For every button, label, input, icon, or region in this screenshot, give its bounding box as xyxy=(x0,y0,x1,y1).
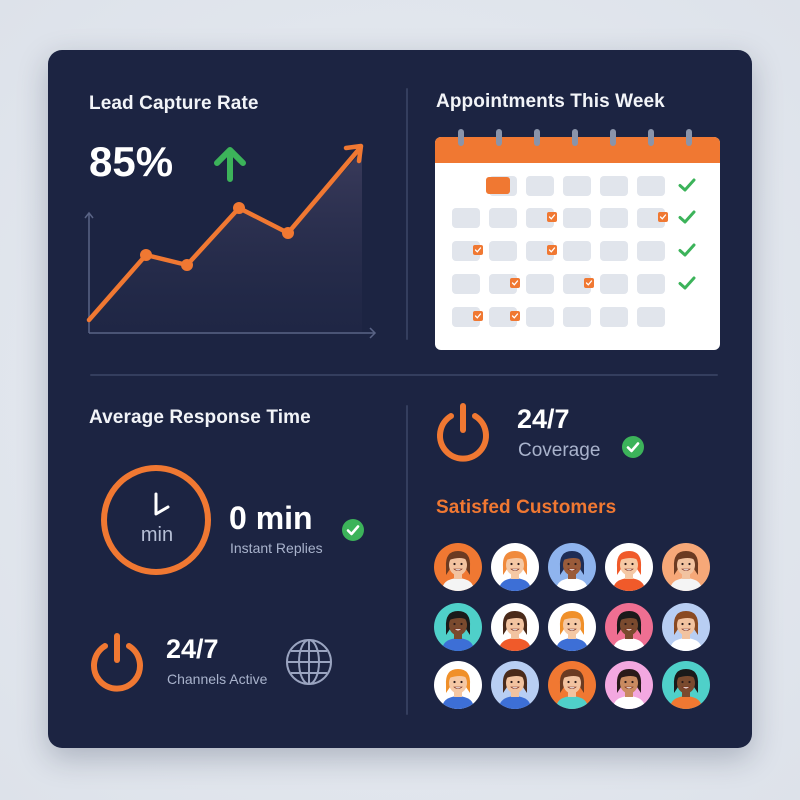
appointment-check-icon xyxy=(658,212,668,222)
check-circle-icon xyxy=(622,436,644,458)
calendar-day-cell[interactable] xyxy=(452,208,480,228)
week-row-check-icon xyxy=(678,242,696,263)
divider-vertical-top xyxy=(406,88,408,340)
divider-vertical-bottom xyxy=(406,405,408,715)
calendar-day-cell[interactable] xyxy=(637,176,665,196)
appointment-check-icon xyxy=(510,278,520,288)
appointment-check-icon xyxy=(547,212,557,222)
response-time-title: Average Response Time xyxy=(89,407,311,428)
calendar-day-cell[interactable] xyxy=(526,307,554,327)
calendar-day-cell[interactable] xyxy=(637,241,665,261)
customer-avatar xyxy=(605,543,653,591)
customer-avatar xyxy=(662,603,710,651)
calendar-day-cell[interactable] xyxy=(600,307,628,327)
calendar-ring xyxy=(648,129,654,146)
power-icon xyxy=(437,403,489,462)
customer-avatar xyxy=(491,543,539,591)
appointments-title: Appointments This Week xyxy=(436,91,665,112)
week-row-check-icon xyxy=(678,209,696,230)
appointment-check-icon xyxy=(510,311,520,321)
customer-avatar xyxy=(548,543,596,591)
calendar-day-cell[interactable] xyxy=(489,241,517,261)
calendar-day-cell[interactable] xyxy=(563,208,591,228)
channels-caption: Channels Active xyxy=(167,671,268,687)
lead-capture-title: Lead Capture Rate xyxy=(89,93,259,114)
calendar-day-cell[interactable] xyxy=(526,176,554,196)
calendar-day-cell[interactable] xyxy=(637,307,665,327)
calendar-day-cell[interactable] xyxy=(489,208,517,228)
customer-avatar xyxy=(662,543,710,591)
lead-capture-line-chart xyxy=(84,143,377,339)
arrow-up-icon xyxy=(214,147,246,182)
calendar-ring xyxy=(572,129,578,146)
customer-avatar xyxy=(548,603,596,651)
customers-title: Satisfed Customers xyxy=(436,497,617,518)
week-row-check-icon xyxy=(678,275,696,296)
channels-value: 24/7 xyxy=(166,634,219,664)
response-time-value: 0 min xyxy=(229,500,313,536)
calendar-today-cell[interactable] xyxy=(486,177,510,194)
divider-horizontal xyxy=(90,374,718,376)
calendar-ring xyxy=(686,129,692,146)
appointment-check-icon xyxy=(584,278,594,288)
lead-capture-value: 85% xyxy=(89,138,174,185)
calendar-day-cell[interactable] xyxy=(563,176,591,196)
calendar-day-cell[interactable] xyxy=(600,176,628,196)
appointment-check-icon xyxy=(473,311,483,321)
calendar-ring xyxy=(458,129,464,146)
appointment-check-icon xyxy=(473,245,483,255)
calendar-day-cell[interactable] xyxy=(600,241,628,261)
customer-avatar xyxy=(434,661,482,709)
week-row-check-icon xyxy=(678,177,696,198)
customer-avatar xyxy=(548,661,596,709)
calendar-day-cell[interactable] xyxy=(600,208,628,228)
customer-avatar xyxy=(434,543,482,591)
calendar-day-cell[interactable] xyxy=(452,274,480,294)
globe-icon xyxy=(286,639,332,685)
dashboard-card: Lead Capture Rate 85% Appointments This … xyxy=(48,50,752,748)
appointment-check-icon xyxy=(547,245,557,255)
clock-icon xyxy=(101,465,211,575)
response-time-caption: Instant Replies xyxy=(230,540,323,556)
calendar-ring xyxy=(610,129,616,146)
calendar-day-cell[interactable] xyxy=(637,274,665,294)
coverage-value: 24/7 xyxy=(517,404,570,434)
check-circle-icon xyxy=(342,519,364,541)
calendar-day-cell[interactable] xyxy=(526,274,554,294)
customer-avatar xyxy=(605,661,653,709)
calendar-ring xyxy=(534,129,540,146)
customer-avatar xyxy=(605,603,653,651)
calendar-day-cell[interactable] xyxy=(600,274,628,294)
customer-avatar xyxy=(434,603,482,651)
appointments-calendar xyxy=(435,129,720,350)
calendar-ring xyxy=(496,129,502,146)
calendar-day-cell[interactable] xyxy=(563,307,591,327)
customer-avatar xyxy=(491,661,539,709)
coverage-caption: Coverage xyxy=(518,440,601,461)
customer-avatar xyxy=(491,603,539,651)
calendar-day-cell[interactable] xyxy=(563,241,591,261)
clock-label: min xyxy=(140,524,174,546)
customer-avatar xyxy=(662,661,710,709)
power-icon xyxy=(91,633,143,692)
